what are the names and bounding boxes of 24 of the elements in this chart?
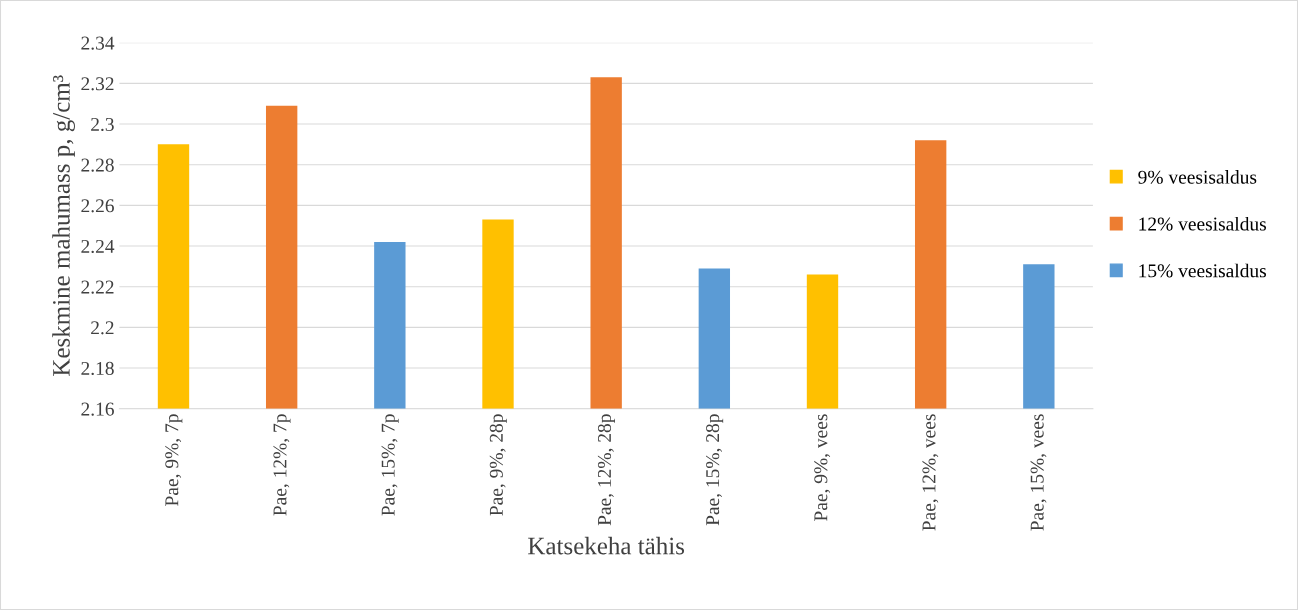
y-axis-title: Keskmine mahumass p, g/cm³ xyxy=(52,75,75,376)
x-tick-label: Pae, 15%, 7p xyxy=(381,414,399,516)
y-tick-label: 2.34 xyxy=(81,36,115,50)
x-tick-label: Pae, 12%, 7p xyxy=(273,414,291,516)
legend-label: 12% veesisaldus xyxy=(1139,216,1266,231)
legend-label: 9% veesisaldus xyxy=(1138,170,1257,184)
x-tick-label: Pae, 15%, vees xyxy=(1030,414,1047,531)
y-tick-label: 2.24 xyxy=(81,239,115,254)
x-tick-label: Pae, 12%, 28p xyxy=(597,414,615,526)
y-tick-label: 2.2 xyxy=(91,321,114,335)
y-tick-label: 2.22 xyxy=(81,280,114,294)
y-tick-label: 2.3 xyxy=(91,117,114,132)
y-tick-label: 2.28 xyxy=(81,158,114,172)
x-tick-label: Pae, 9%, vees xyxy=(814,414,831,521)
x-axis-title: Katsekeha tähis xyxy=(528,536,685,555)
x-tick-label: Pae, 15%, 28p xyxy=(706,414,724,526)
y-tick-label: 2.16 xyxy=(81,402,114,416)
legend-label: 15% veesisaldus xyxy=(1139,263,1266,278)
x-tick-label: Pae, 12%, vees xyxy=(922,414,939,531)
y-tick-label: 2.26 xyxy=(81,199,114,213)
y-tick-label: 2.32 xyxy=(81,77,114,91)
x-tick-label: Pae, 9%, 28p xyxy=(489,414,507,516)
x-tick-label: Pae, 9%, 7p xyxy=(165,414,183,506)
y-tick-label: 2.18 xyxy=(81,361,114,376)
